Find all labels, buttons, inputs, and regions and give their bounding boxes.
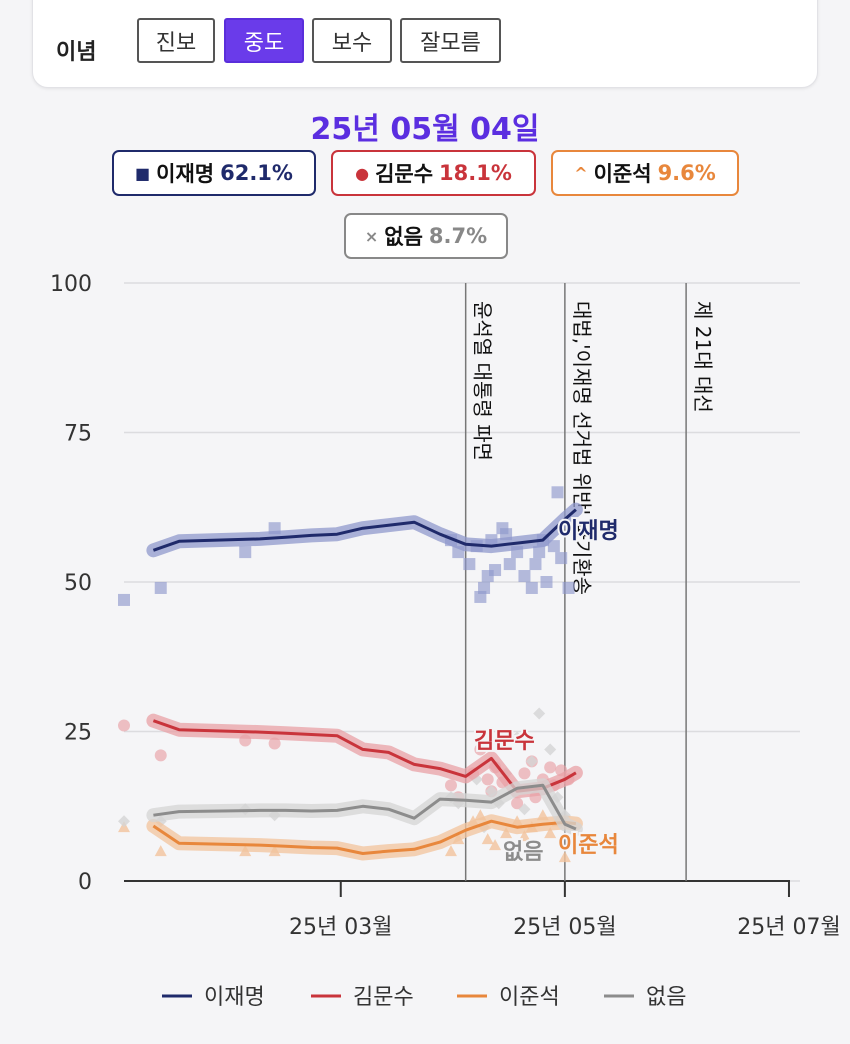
circle-icon: ● (355, 163, 370, 183)
summary-chip-lee-jaemyung[interactable]: ■ 이재명 62.1% (112, 150, 316, 196)
summary-chip-none[interactable]: × 없음 8.7% (344, 213, 508, 259)
poll-point (463, 558, 476, 571)
y-tick-label: 50 (64, 571, 92, 596)
legend-label: 이준석 (499, 985, 560, 1010)
cross-icon: × (364, 226, 379, 246)
event-label: 제 21대 대선 (691, 301, 715, 413)
poll-point (481, 773, 494, 786)
poll-point (118, 593, 130, 606)
poll-point (489, 839, 502, 851)
series-end-label: 없음 (503, 840, 543, 865)
poll-point (444, 845, 457, 857)
chip-value: 9.6% (657, 161, 716, 185)
series-end-label: 이재명 (558, 519, 619, 544)
filter-label: 이념 (56, 40, 97, 65)
poll-point (118, 719, 130, 732)
trend-line (152, 819, 577, 855)
chip-value: 18.1% (439, 161, 512, 185)
summary-chip-lee-junseok[interactable]: ^ 이준석 9.6% (551, 150, 739, 196)
y-tick-label: 0 (78, 870, 92, 895)
poll-point (154, 749, 167, 762)
x-tick-label: 25년 05월 (513, 915, 616, 940)
filter-option-conservative[interactable]: 보수 (312, 18, 392, 63)
filter-option-unknown[interactable]: 잘모름 (400, 18, 501, 63)
poll-point (481, 833, 494, 845)
poll-point (511, 797, 524, 810)
legend-label: 이재명 (204, 985, 265, 1010)
event-label: 윤석열 대통령 파면 (471, 301, 495, 461)
poll-point (551, 486, 564, 499)
poll-point (268, 737, 281, 750)
trend-line (153, 783, 577, 831)
filter-option-moderate[interactable]: 중도 (224, 18, 304, 63)
poll-point (544, 761, 557, 774)
poll-point (239, 546, 252, 559)
trend-line (152, 508, 577, 552)
series-end-label: 김문수 (474, 729, 535, 754)
date-title: 25년 05월 04일 (310, 112, 540, 147)
poll-point (503, 558, 516, 571)
chip-name: 이준석 (593, 162, 652, 186)
poll-point (500, 528, 513, 541)
chip-value: 8.7% (428, 224, 488, 248)
x-tick-label: 25년 03월 (289, 915, 392, 940)
y-tick-label: 25 (64, 721, 92, 746)
poll-point (525, 755, 538, 768)
poll-point (511, 731, 524, 744)
x-tick-label: 25년 07월 (737, 915, 840, 940)
chip-name: 이재명 (156, 162, 215, 186)
poll-point (555, 552, 568, 565)
series-end-label: 이준석 (558, 833, 619, 858)
poll-point (478, 581, 491, 594)
summary-chip-kim-moonsoo[interactable]: ● 김문수 18.1% (331, 150, 536, 196)
legend-label: 김문수 (353, 985, 414, 1010)
poll-point (444, 779, 457, 792)
caret-up-icon: ^ (574, 163, 588, 183)
poll-point (518, 570, 531, 583)
poll-point (544, 743, 557, 756)
square-icon: ■ (135, 163, 151, 183)
poll-point (558, 851, 571, 863)
event-label: 대법,'이재명 선거법 위반' 파기환송 (570, 301, 594, 595)
filter-option-progressive[interactable]: 진보 (137, 18, 215, 63)
poll-point (518, 767, 531, 780)
legend-label: 없음 (646, 985, 686, 1010)
poll-point (529, 558, 542, 571)
poll-point (154, 845, 167, 857)
y-tick-label: 100 (50, 272, 92, 297)
poll-point (489, 564, 502, 577)
poll-point (154, 581, 167, 594)
poll-point (518, 830, 531, 842)
chip-name: 없음 (384, 225, 423, 249)
poll-point (562, 581, 575, 594)
y-tick-label: 75 (64, 422, 92, 447)
poll-point (500, 827, 513, 839)
poll-point (474, 743, 487, 756)
poll-point (544, 827, 557, 839)
chip-value: 62.1% (220, 161, 293, 185)
poll-point (518, 803, 531, 816)
poll-point (533, 707, 546, 720)
poll-point (525, 581, 538, 594)
poll-point (547, 540, 560, 553)
chip-name: 김문수 (375, 162, 434, 186)
poll-point (533, 546, 546, 559)
poll-point (118, 815, 130, 828)
poll-point (540, 576, 553, 588)
